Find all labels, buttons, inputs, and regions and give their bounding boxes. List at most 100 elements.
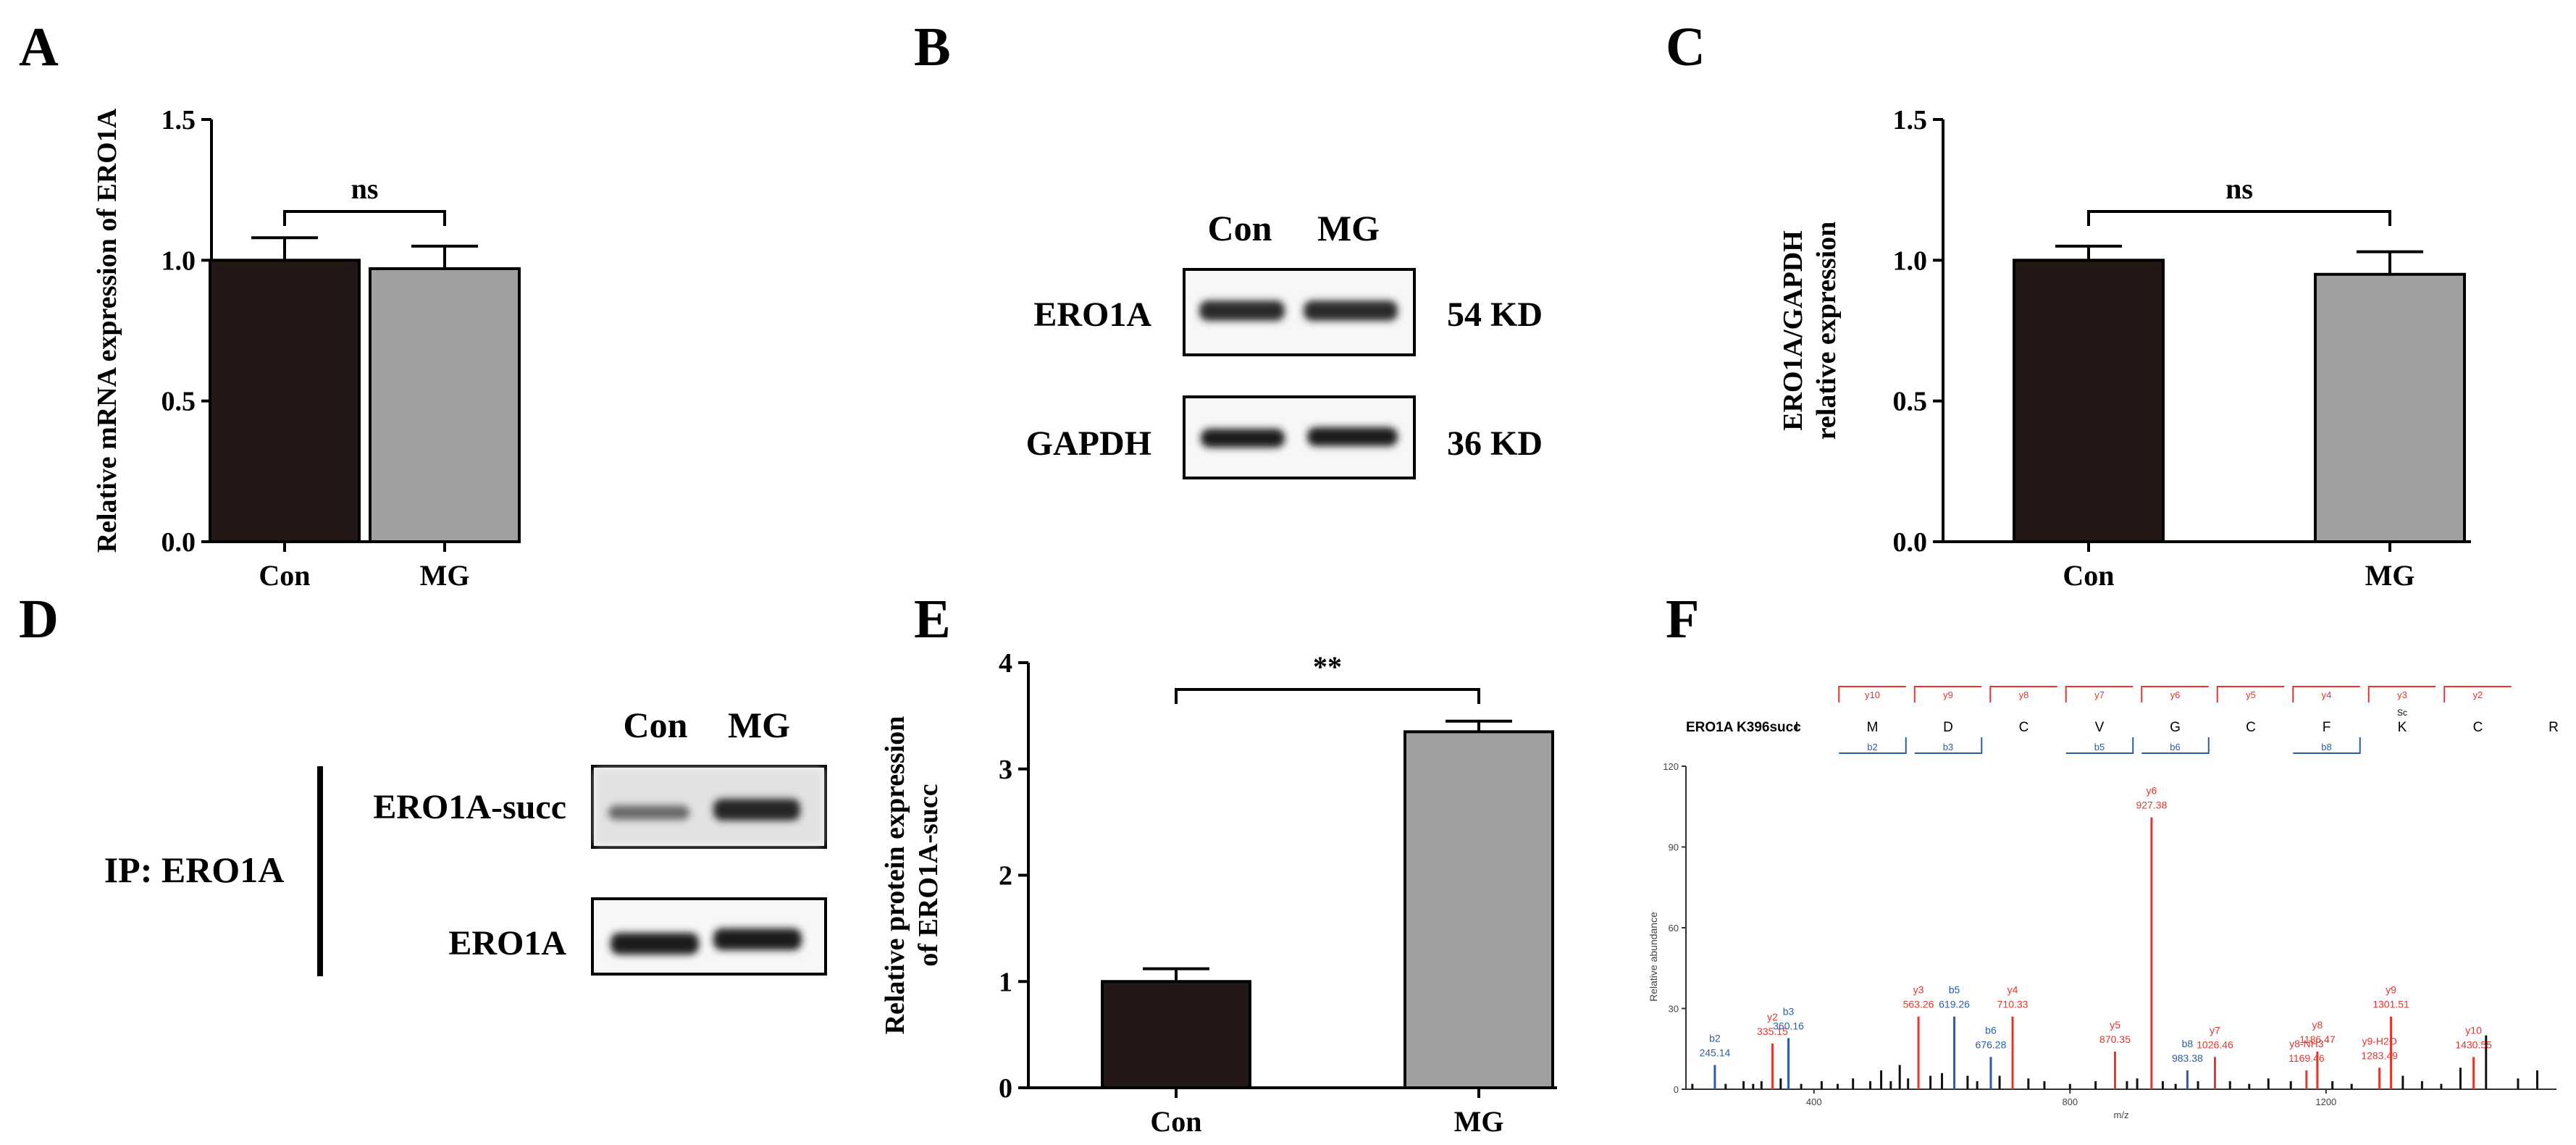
bar-mg (369, 267, 521, 543)
spectrum-peak-ion-label: b8 (2182, 1038, 2194, 1049)
blot-d-lane-mg: MG (728, 705, 790, 745)
b-ion-marker (1839, 737, 1907, 754)
sequence-residue: M (1867, 720, 1879, 735)
spectrum-peak-mz-label: 245.14 (1699, 1047, 1730, 1059)
blot-b-band-gapdh-con (1201, 429, 1285, 448)
y-tick-label: 2 (999, 861, 1012, 892)
blot-d-label-ero1a: ERO1A (448, 924, 566, 962)
spectrum-peak-mz-label: 927.38 (2136, 800, 2167, 811)
y-ion-marker (2443, 686, 2512, 702)
spectrum-peak-mz-label: 360.16 (1773, 1020, 1804, 1031)
blot-b-band-ero1a-mg (1304, 301, 1398, 321)
b-ion-marker-label: b5 (2094, 742, 2105, 752)
y-ion-marker (1838, 686, 1906, 702)
blot-b-size-ero1a: 54 KD (1447, 295, 1543, 334)
b-ion-marker (2293, 737, 2361, 754)
blot-d-ip-label: IP: ERO1A (104, 850, 285, 890)
spectrum-y-tick-label: 30 (1669, 1004, 1679, 1015)
chart-e: 0 1 2 3 4 Con MG ** Relative protein expression o… (880, 648, 1557, 1138)
x-tick-label: MG (1454, 1105, 1504, 1138)
y-axis-label-line: Relative protein expression (880, 716, 910, 1035)
blot-d: Con MG IP: ERO1A ERO1A-succ ERO1A (104, 705, 827, 976)
significance-bracket (2087, 210, 2391, 226)
spectrum-peak-mz-label: 335.15 (1757, 1026, 1788, 1037)
blot-d-band-succ-mg (713, 799, 800, 821)
spectrum-peak-mz-label: 870.35 (2099, 1033, 2131, 1045)
bar-con (209, 259, 361, 543)
significance-bracket (283, 210, 446, 226)
blot-b-band-gapdh-mg (1307, 427, 1398, 446)
panel-letter-b: B (914, 17, 951, 77)
x-tick-label: MG (420, 559, 470, 592)
spectrum-peak-ion-label: b5 (1949, 984, 1960, 996)
b-ion-marker-label: b8 (2321, 742, 2331, 752)
spectrum-peak-mz-label: 1026.46 (2197, 1039, 2233, 1050)
spectrum-y-tick-label: 120 (1663, 761, 1679, 772)
y-tick-label: 0.0 (1893, 527, 1928, 558)
spectrum-peak-mz-label: 983.38 (2172, 1052, 2203, 1064)
b-ion-marker (2141, 737, 2210, 754)
spectrum-peak-ion-label: y2 (1767, 1011, 1778, 1023)
spectrum-x-label: m/z (2114, 1110, 2129, 1120)
spectrum-peak-ion-label: y8 (2312, 1019, 2323, 1031)
bar-con (2013, 259, 2165, 543)
y-ion-marker (2141, 686, 2209, 702)
spectrum-peak-mz-label: 619.26 (1939, 999, 1970, 1010)
spectrum-peak-ion-label: b6 (1985, 1024, 1997, 1036)
b-ion-marker (1914, 737, 1983, 754)
spectrum-peak-ion-label: y7 (2210, 1024, 2220, 1036)
blot-d-band-succ-con (608, 805, 689, 820)
blot-b-label-gapdh: GAPDH (1026, 424, 1151, 463)
chart-a: 0.0 0.5 1.0 1.5 Con MG ns Relative mRNA express… (92, 105, 521, 592)
spectrum-y-label: Relative abundance (1648, 912, 1659, 1002)
spectrum-peak-mz-label: 1169.46 (2288, 1052, 2325, 1064)
spectrum-y-tick-label: 60 (1669, 923, 1679, 934)
blot-d-label-ero1a-succ: ERO1A-succ (373, 788, 566, 826)
spectrum-peak-ion-label: y5 (2110, 1019, 2120, 1031)
y-tick-label: 0.5 (161, 387, 196, 417)
spectrum-peak-mz-label: 710.33 (1997, 999, 2029, 1010)
x-tick-label: MG (2365, 559, 2415, 592)
sequence-residue: K (2398, 720, 2407, 735)
significance-bracket (1175, 688, 1480, 704)
blot-d-band-ero1a-con (611, 933, 699, 955)
y-ion-marker (1913, 686, 1982, 702)
b-ion-marker-label: b6 (2170, 742, 2180, 752)
y-ion-marker (2065, 686, 2134, 702)
bar-mg (2314, 272, 2466, 543)
spectrum-peak-mz-label: 563.26 (1903, 999, 1934, 1010)
spectrum-title: ERO1A K396succ (1686, 720, 1801, 735)
chart-c: 0.0 0.5 1.0 1.5 Con MG ns ERO1A/GAPDH relative e… (1778, 105, 2471, 592)
sequence-residue: C (2473, 720, 2483, 735)
y-ion-marker (2292, 686, 2360, 702)
spectrum-peak-ion-label: b2 (1709, 1033, 1721, 1044)
y-ion-marker-label: y6 (2170, 689, 2181, 700)
spectrum-peak-ion-label: b3 (1783, 1005, 1795, 1017)
y-tick-label: 1 (999, 967, 1012, 997)
spectrum-peak-mz-label: 1186.47 (2299, 1033, 2336, 1045)
blot-b-lane-mg: MG (1317, 208, 1380, 248)
blot-b: Con MG ERO1A GAPDH 54 KD 36 KD (1026, 208, 1543, 479)
spectrum-y-tick-label: 90 (1669, 842, 1679, 853)
panel-letter-a: A (19, 17, 59, 77)
spectrum-peak-ion-label: y3 (1913, 984, 1924, 996)
b-ion-marker-label: b2 (1867, 742, 1877, 752)
y-ion-marker-label: y5 (2246, 689, 2256, 700)
blot-b-label-ero1a: ERO1A (1033, 295, 1151, 334)
y-ion-marker-label: y8 (2019, 689, 2029, 700)
spectrum-peak-ion-label: y4 (2007, 984, 2018, 996)
y-axis-label-line: ERO1A/GAPDH (1778, 230, 1808, 431)
spectrum-peak-ion-label: y9-H2O (2362, 1035, 2396, 1047)
panel-letter-c: C (1666, 17, 1706, 77)
panel-letter-e: E (914, 589, 951, 650)
y-axis-label-line: relative expression (1811, 222, 1842, 440)
y-axis-label: ERO1A/GAPDH relative expression (1778, 222, 1842, 440)
spectrum-peak-ion-label: y8-NH3 (2289, 1038, 2324, 1049)
blot-b-band-ero1a-con (1199, 301, 1285, 321)
y-ion-marker-label: y7 (2094, 689, 2105, 700)
sequence-mod-label: Sc (2397, 708, 2407, 718)
panel-letter-d: D (19, 589, 59, 650)
spectrum-peak-mz-label: 1301.51 (2372, 999, 2409, 1010)
y-axis-label: Relative mRNA expression of ERO1A (92, 108, 122, 553)
b-ion-marker (2065, 737, 2134, 754)
